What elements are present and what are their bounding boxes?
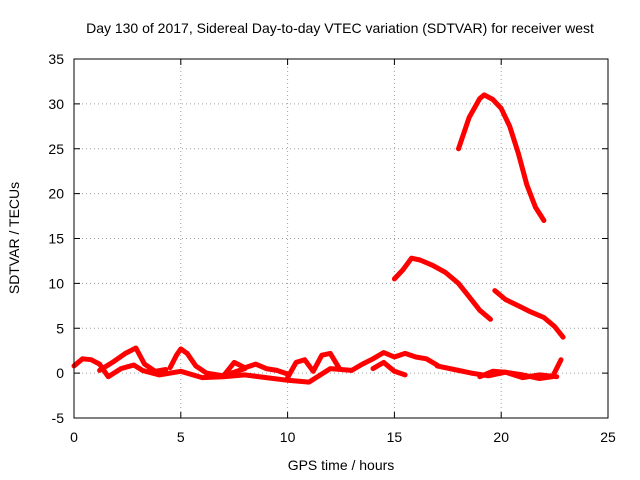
axis-ticks: 0 5 10 15 20 25 -5 0 5 10 15 20 25 30 35: [48, 51, 616, 445]
y-tick-label: 20: [48, 186, 64, 202]
series-track-5: [97, 345, 169, 374]
x-tick-label: 5: [177, 429, 185, 445]
y-tick-label: 30: [48, 96, 64, 112]
series-track-1: [456, 92, 547, 223]
series-track-12: [477, 357, 564, 381]
x-axis-label: GPS time / hours: [288, 457, 395, 473]
chart-title: Day 130 of 2017, Sidereal Day-to-day VTE…: [86, 20, 594, 36]
y-tick-label: 10: [48, 275, 64, 291]
x-tick-label: 20: [493, 429, 509, 445]
series-track-2: [391, 255, 493, 322]
x-tick-label: 15: [387, 429, 403, 445]
y-tick-label: 35: [48, 51, 64, 67]
y-tick-label: -5: [52, 410, 65, 426]
y-axis-label: SDTVAR / TECUs: [6, 182, 22, 294]
y-tick-label: 15: [48, 231, 64, 247]
series-track-4: [71, 356, 355, 385]
grid-lines: [74, 59, 608, 418]
x-tick-label: 10: [280, 429, 296, 445]
y-tick-label: 25: [48, 141, 64, 157]
y-tick-label: 0: [56, 365, 64, 381]
series-track-10: [370, 359, 408, 378]
x-tick-label: 25: [600, 429, 616, 445]
data-series: [71, 92, 566, 385]
series-track-3: [492, 288, 566, 340]
series-track-8: [285, 350, 342, 381]
x-tick-label: 0: [70, 429, 78, 445]
y-tick-label: 5: [56, 320, 64, 336]
series-track-7: [221, 359, 291, 379]
series-track-6: [167, 346, 248, 379]
series-track-9: [349, 350, 440, 373]
